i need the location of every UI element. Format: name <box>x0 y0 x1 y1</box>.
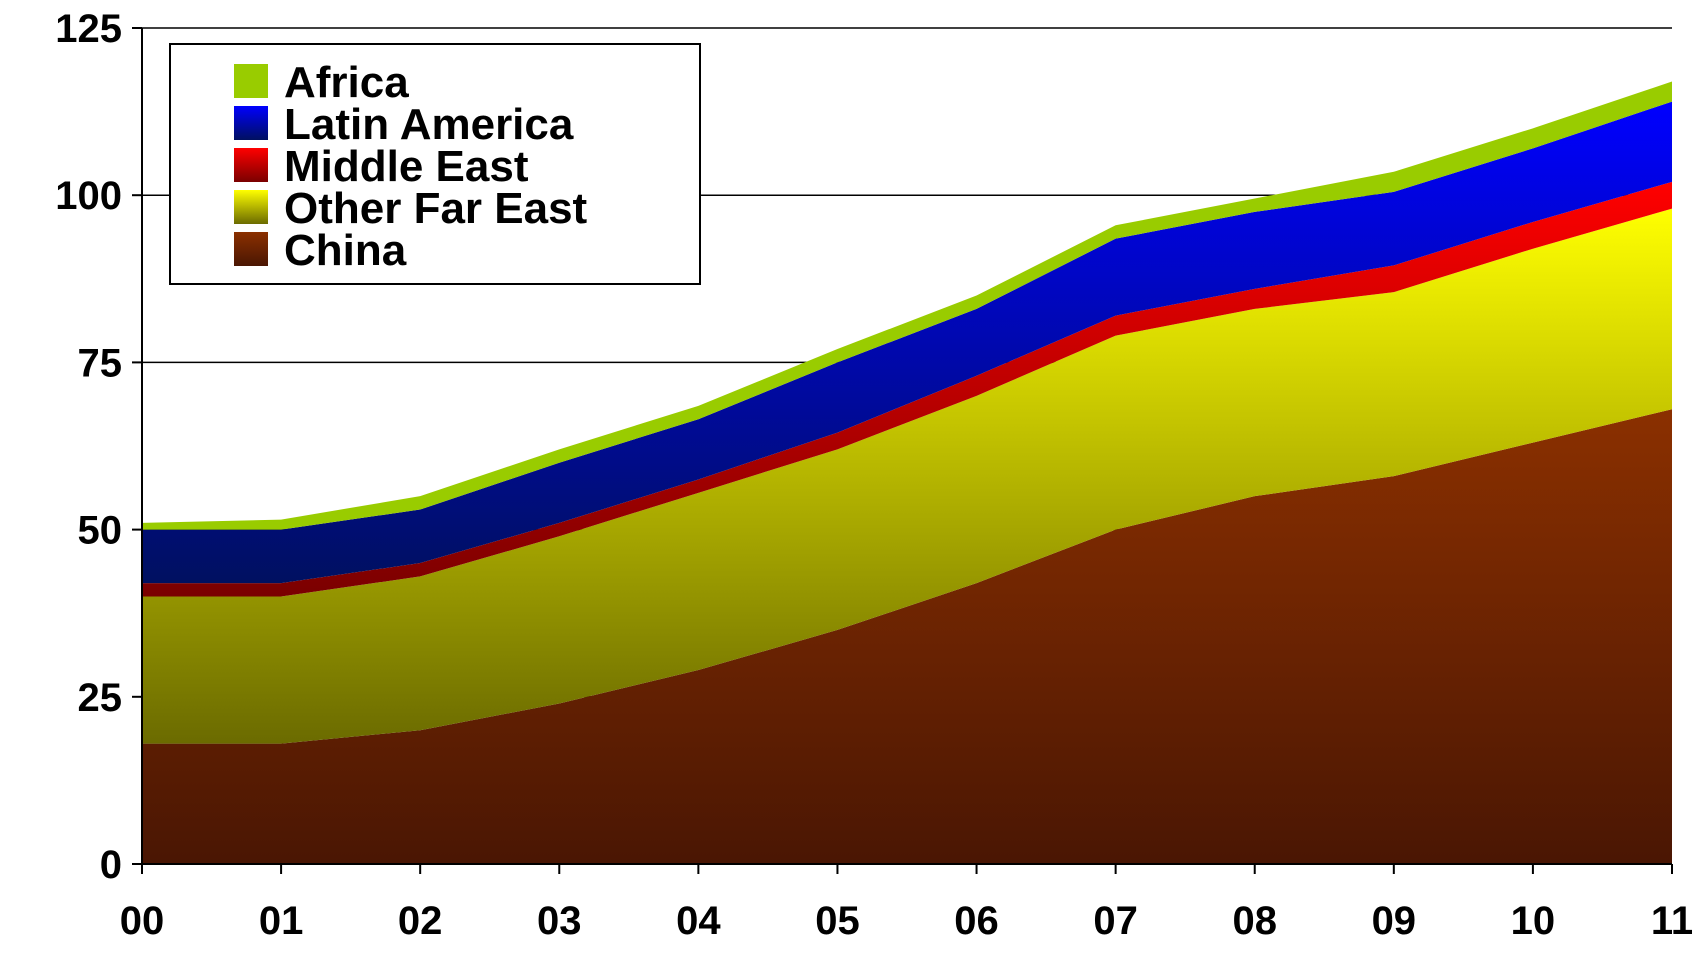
x-tick-label-00: 00 <box>120 899 165 943</box>
legend-label-china: China <box>284 226 407 275</box>
x-tick-label-06: 06 <box>954 899 999 943</box>
x-tick-label-07: 07 <box>1093 899 1138 943</box>
y-tick-label-50: 50 <box>78 509 123 553</box>
area-middle-east <box>142 181 1672 597</box>
legend-swatch-china <box>234 232 268 266</box>
x-tick-label-09: 09 <box>1372 899 1417 943</box>
axes <box>132 27 1673 874</box>
y-tick-label-0: 0 <box>100 843 122 887</box>
area-latin-america <box>142 101 1672 584</box>
y-tick-label-75: 75 <box>78 341 123 385</box>
x-tick-label-02: 02 <box>398 899 443 943</box>
y-tick-label-125: 125 <box>55 7 122 51</box>
legend-swatch-latin-america <box>234 106 268 140</box>
x-tick-label-10: 10 <box>1511 899 1556 943</box>
area-africa <box>142 81 1672 530</box>
area-other-far-east <box>142 208 1672 744</box>
legend-swatch-other-far-east <box>234 190 268 224</box>
x-tick-label-03: 03 <box>537 899 582 943</box>
legend-swatch-africa <box>234 64 268 98</box>
legend-label-latin-america: Latin America <box>284 100 574 149</box>
legend-label-africa: Africa <box>284 58 409 107</box>
legend-swatch-middle-east <box>234 148 268 182</box>
area-china <box>142 409 1672 864</box>
y-tick-label-25: 25 <box>78 676 123 720</box>
x-tick-label-05: 05 <box>815 899 860 943</box>
x-tick-label-11: 11 <box>1651 899 1693 943</box>
y-tick-label-100: 100 <box>55 174 122 218</box>
plot-areas <box>142 81 1672 864</box>
x-tick-label-04: 04 <box>676 899 721 943</box>
legend-label-middle-east: Middle East <box>284 142 529 191</box>
legend-label-other-far-east: Other Far East <box>284 184 588 233</box>
x-tick-label-01: 01 <box>259 899 304 943</box>
tick-labels: 0 25 50 75 100 125 00 01 02 03 04 05 06 07 08 09 10 11 <box>55 7 1693 943</box>
x-tick-label-08: 08 <box>1232 899 1277 943</box>
